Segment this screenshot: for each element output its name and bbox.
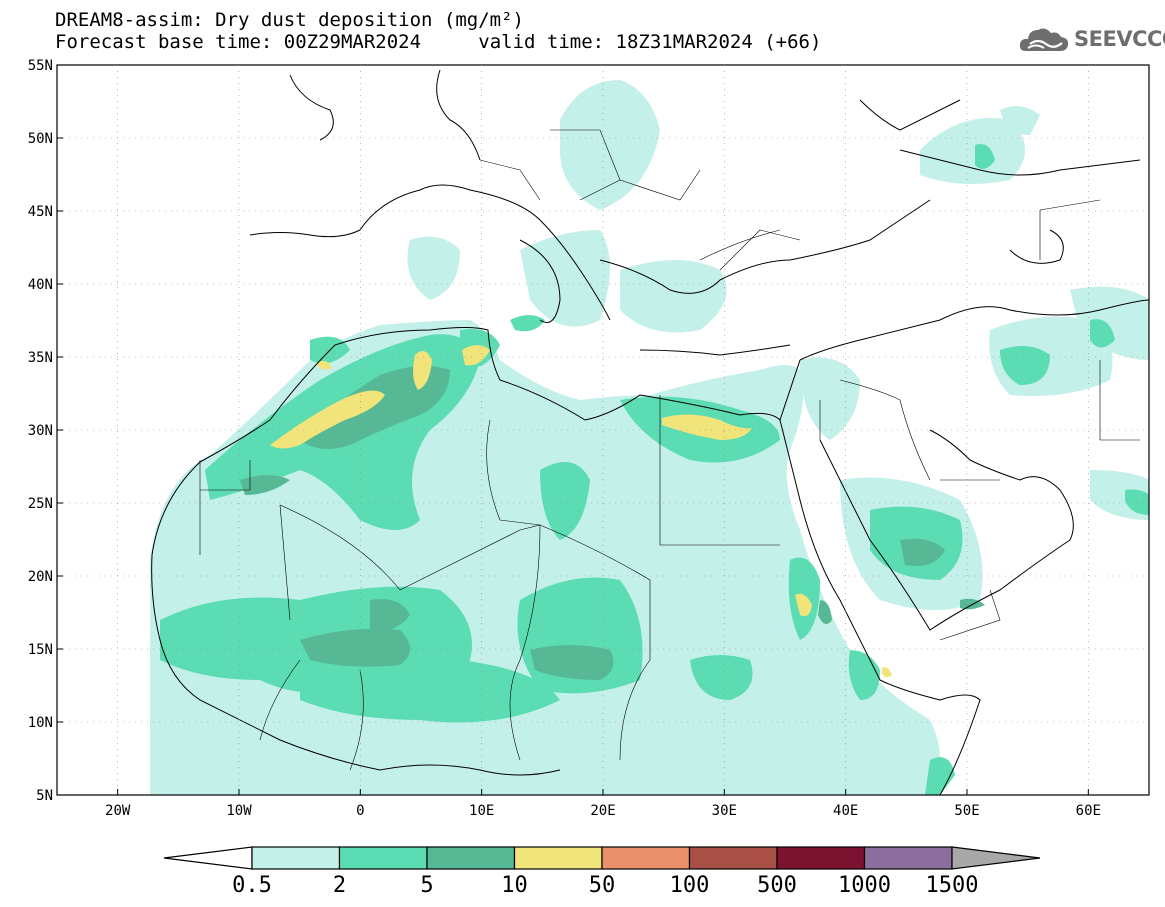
time-info: Forecast base time: 00Z29MAR2024 valid t… [55, 32, 821, 52]
lon-tick-label: 60E [1076, 803, 1101, 819]
dust-deposition-field [150, 80, 1149, 795]
colorbar-label: 5 [420, 873, 433, 898]
colorbar-swatch [426, 846, 516, 870]
colorbar-swatch [688, 846, 778, 870]
lon-tick-label: 20W [105, 803, 131, 819]
lon-tick-label: 20E [590, 803, 615, 819]
lon-tick-label: 30E [712, 803, 737, 819]
latitude-axis: 55N 50N 45N 40N 35N 30N 25N 20N 15N 10N 5N [28, 58, 63, 804]
lat-tick-label: 5N [36, 788, 53, 804]
colorbar-swatch [863, 846, 953, 870]
logo-text: SEEVCCC [1074, 27, 1165, 51]
cloud-icon [1019, 28, 1069, 51]
longitude-axis: 20W 10W 0 10E 20E 30E 40E 50E 60E [105, 789, 1101, 819]
colorbar-label: 10 [501, 873, 528, 898]
country-borders [199, 129, 1140, 771]
lat-tick-label: 30N [28, 423, 53, 439]
colorbar-label: 1000 [838, 873, 891, 898]
colorbar-label: 0.5 [232, 873, 272, 898]
colorbar-swatch [776, 846, 866, 870]
lat-tick-label: 25N [28, 496, 53, 512]
colorbar-swatch [338, 846, 428, 870]
chart-title: DREAM8-assim: Dry dust deposition (mg/m²… [55, 9, 524, 31]
lat-tick-label: 45N [28, 204, 53, 220]
lat-tick-label: 15N [28, 642, 53, 658]
colorbar: 0.5 2 5 10 50 100 500 1000 1500 [163, 846, 1041, 898]
colorbar-over-arrow [951, 846, 1041, 870]
colorbar-label: 100 [670, 873, 710, 898]
forecast-base-time: Forecast base time: 00Z29MAR2024 [55, 31, 422, 53]
colorbar-label: 1500 [926, 873, 979, 898]
colorbar-swatch [513, 846, 603, 870]
lat-tick-label: 20N [28, 569, 53, 585]
contour-level-5 [240, 366, 985, 680]
contour-level-10 [270, 345, 892, 678]
seevccc-logo: SEEVCCC [1018, 24, 1165, 54]
lon-tick-label: 10W [226, 803, 252, 819]
colorbar-label: 2 [333, 873, 346, 898]
colorbar-label: 50 [589, 873, 616, 898]
gridlines [57, 65, 1149, 795]
colorbar-swatch [601, 846, 691, 870]
lon-tick-label: 50E [954, 803, 979, 819]
lat-tick-label: 55N [28, 58, 53, 74]
lat-tick-label: 35N [28, 350, 53, 366]
lat-tick-label: 40N [28, 277, 53, 293]
lon-tick-label: 10E [469, 803, 494, 819]
colorbar-swatch [251, 846, 341, 870]
colorbar-label: 500 [757, 873, 797, 898]
lat-tick-label: 50N [28, 131, 53, 147]
lat-tick-label: 10N [28, 715, 53, 731]
colorbar-under-arrow [163, 846, 253, 870]
lon-tick-label: 0 [356, 803, 364, 819]
lon-tick-label: 40E [833, 803, 858, 819]
valid-time: valid time: 18Z31MAR2024 (+66) [478, 31, 822, 53]
coastlines [151, 69, 1149, 795]
